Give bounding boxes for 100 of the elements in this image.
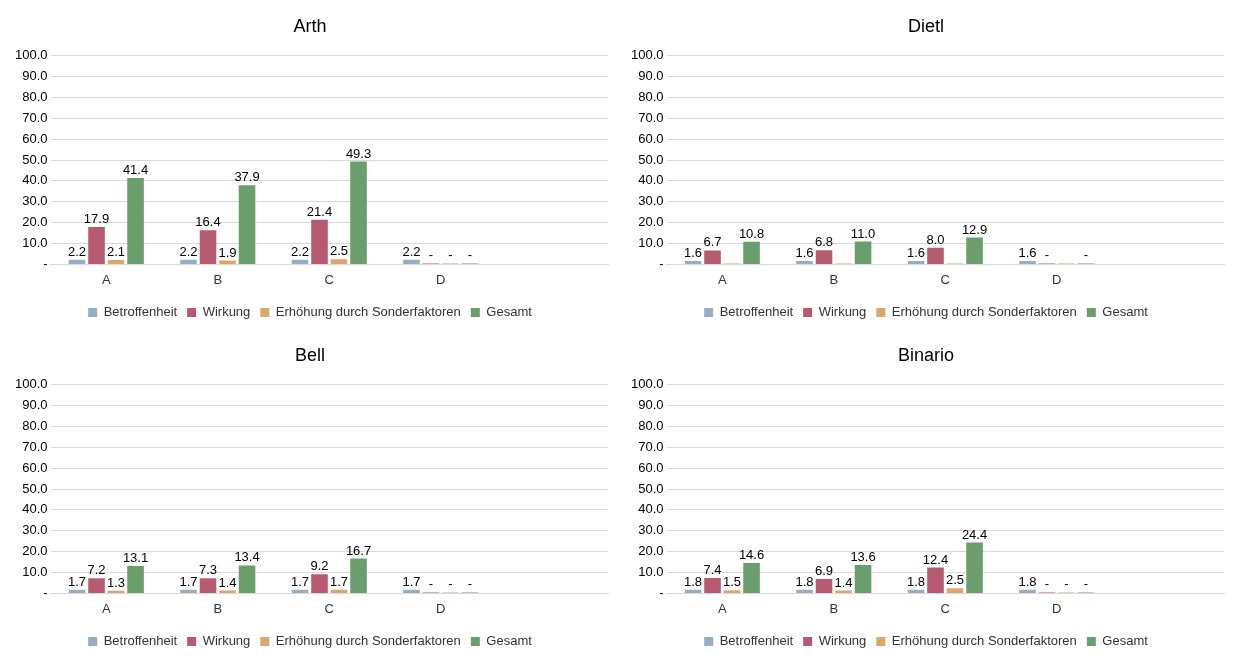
data-label: 21.4 — [306, 203, 333, 219]
y-tick-label: 60.0 — [638, 130, 664, 146]
legend-label: Wirkung — [818, 633, 867, 649]
data-label: 6.9 — [814, 563, 834, 579]
data-label: - — [1083, 247, 1089, 263]
data-label: 2.2 — [402, 243, 421, 259]
legend-label: Betroffenheit — [719, 633, 794, 649]
y-tick-label: 50.0 — [22, 480, 48, 496]
bar — [927, 567, 944, 593]
bar — [946, 588, 964, 593]
legend-label: Erhöhung durch Sonderfaktoren — [891, 633, 1077, 649]
y-tick-label: 80.0 — [22, 88, 48, 104]
legend-label: Gesamt — [1102, 633, 1149, 649]
bar — [704, 577, 721, 593]
bar — [330, 259, 348, 264]
y-tick-label: 40.0 — [638, 501, 664, 517]
y-tick-label: 60.0 — [22, 130, 48, 146]
x-tick-label: D — [436, 600, 446, 616]
data-label: 14.6 — [738, 546, 765, 562]
bar — [219, 260, 236, 264]
data-label: - — [448, 247, 453, 263]
data-label: 9.2 — [310, 558, 329, 574]
legend-label: Erhöhung durch Sonderfaktoren — [891, 304, 1077, 320]
data-label: 1.8 — [906, 573, 926, 589]
y-tick-label: 90.0 — [22, 68, 48, 84]
data-label: 16.4 — [195, 214, 221, 230]
bar — [854, 565, 872, 593]
data-label: - — [467, 247, 473, 263]
bar — [68, 259, 86, 264]
data-label: 7.2 — [87, 562, 106, 578]
data-label: 12.9 — [961, 221, 988, 237]
y-tick-label: 80.0 — [22, 417, 48, 433]
x-tick-label: C — [940, 271, 950, 287]
legend-label: Betroffenheit — [103, 633, 178, 649]
x-tick-label: A — [101, 271, 111, 287]
data-label: 2.1 — [107, 244, 126, 260]
bar — [1019, 589, 1036, 593]
data-label: 37.9 — [234, 169, 260, 185]
y-tick-label: 10.0 — [638, 235, 664, 251]
bar — [403, 259, 420, 264]
bar — [350, 161, 367, 264]
y-tick-label: 40.0 — [22, 501, 48, 517]
data-label: 8.0 — [926, 231, 945, 247]
legend-label: Gesamt — [486, 304, 533, 320]
bar — [966, 542, 983, 593]
data-label: 10.8 — [738, 225, 765, 241]
data-label: 13.6 — [850, 549, 876, 565]
y-tick-label: 50.0 — [638, 480, 664, 496]
y-tick-label: 30.0 — [638, 522, 664, 538]
data-label: 13.1 — [122, 550, 149, 566]
y-tick-label: 40.0 — [22, 172, 48, 188]
data-label: 1.8 — [795, 573, 814, 589]
y-tick-label: 30.0 — [22, 193, 48, 209]
data-label: - — [467, 576, 473, 592]
legend-label: Erhöhung durch Sonderfaktoren — [275, 633, 461, 649]
y-tick-label: 50.0 — [22, 151, 48, 167]
bar — [815, 578, 833, 593]
legend-label: Gesamt — [1102, 304, 1149, 320]
bar — [291, 259, 309, 264]
y-tick-label: 100.0 — [630, 376, 664, 392]
chart-title: Bell — [294, 344, 326, 365]
bar — [743, 562, 760, 593]
data-label: - — [1044, 247, 1050, 263]
data-label: - — [428, 247, 434, 263]
y-tick-label: 80.0 — [638, 417, 664, 433]
bar — [238, 185, 256, 264]
y-tick-label: - — [43, 584, 48, 600]
x-tick-label: B — [829, 271, 839, 287]
data-label: 1.3 — [107, 574, 126, 590]
bar — [796, 589, 813, 593]
y-tick-label: 70.0 — [22, 109, 48, 125]
data-label: - — [1064, 576, 1069, 592]
y-tick-label: 100.0 — [14, 47, 48, 63]
data-label: 7.4 — [703, 562, 722, 578]
data-label: 41.4 — [122, 162, 149, 178]
x-tick-label: C — [324, 600, 334, 616]
y-tick-label: 80.0 — [638, 88, 664, 104]
x-tick-label: A — [101, 600, 111, 616]
x-tick-label: D — [1052, 271, 1062, 287]
y-tick-label: - — [659, 584, 664, 600]
bar — [723, 590, 741, 593]
data-label: - — [448, 576, 453, 592]
y-tick-label: 10.0 — [22, 564, 48, 580]
data-label: 13.4 — [234, 549, 260, 565]
x-tick-label: A — [717, 600, 727, 616]
y-tick-label: 70.0 — [638, 438, 664, 454]
y-tick-label: 90.0 — [638, 68, 664, 84]
x-tick-label: D — [1052, 600, 1062, 616]
data-label: 16.7 — [345, 542, 372, 558]
y-tick-label: 40.0 — [638, 172, 664, 188]
data-label: - — [1044, 576, 1050, 592]
data-label: 1.9 — [218, 244, 237, 260]
data-label: 17.9 — [83, 211, 110, 227]
y-tick-label: 20.0 — [22, 543, 48, 559]
data-label: 1.7 — [290, 573, 310, 589]
y-tick-label: - — [43, 255, 48, 271]
chart-title: Arth — [293, 15, 327, 36]
x-tick-label: C — [940, 600, 950, 616]
data-label: 2.5 — [329, 243, 349, 259]
y-tick-label: 10.0 — [638, 564, 664, 580]
